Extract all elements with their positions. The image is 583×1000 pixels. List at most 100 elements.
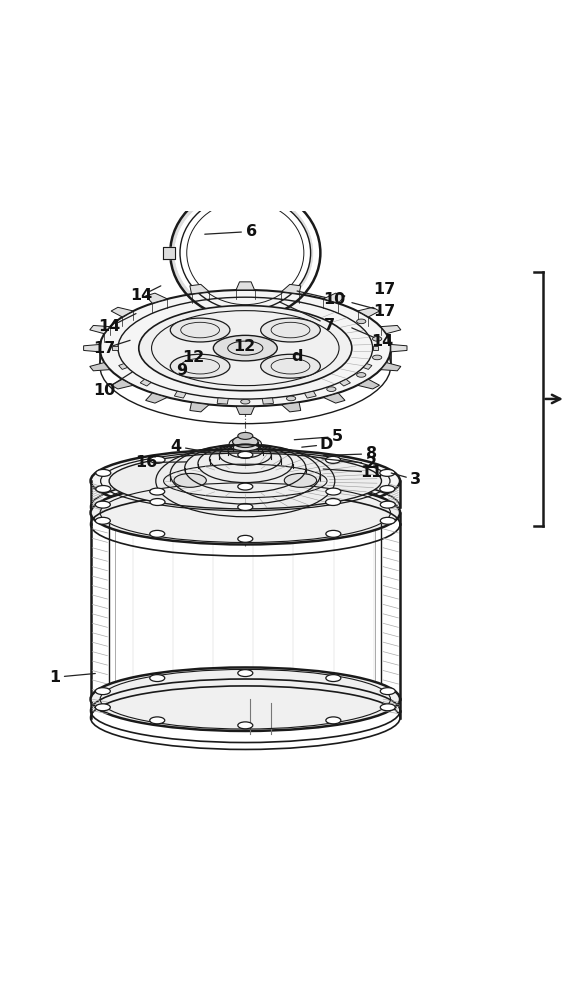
Polygon shape [217,398,229,404]
Polygon shape [90,325,110,334]
Polygon shape [282,402,301,412]
Ellipse shape [238,432,253,439]
Ellipse shape [139,306,352,391]
Polygon shape [381,363,401,371]
Polygon shape [146,293,167,303]
Ellipse shape [238,483,253,490]
Ellipse shape [229,437,261,451]
Text: 10: 10 [324,292,346,307]
Polygon shape [140,379,151,386]
Text: 9: 9 [176,363,187,378]
Text: 4: 4 [170,439,181,454]
Text: 14: 14 [130,288,153,303]
Text: 10: 10 [93,383,115,398]
Text: 17: 17 [373,304,395,319]
Text: 17: 17 [373,282,395,297]
Polygon shape [174,391,186,398]
Text: 16: 16 [135,455,157,470]
Text: 5: 5 [332,429,343,444]
Ellipse shape [380,501,395,508]
Ellipse shape [96,517,110,524]
Ellipse shape [238,722,253,729]
Ellipse shape [150,456,165,463]
Ellipse shape [96,501,110,508]
Text: 17: 17 [93,341,115,356]
Ellipse shape [150,499,165,505]
Polygon shape [163,247,175,259]
Polygon shape [90,363,110,371]
Ellipse shape [380,517,395,524]
Polygon shape [363,364,372,369]
Polygon shape [262,398,273,404]
Ellipse shape [261,354,320,378]
Ellipse shape [373,355,382,360]
Ellipse shape [90,449,400,513]
Ellipse shape [100,290,391,406]
Polygon shape [381,325,401,334]
Ellipse shape [380,704,395,711]
Polygon shape [282,284,301,294]
Ellipse shape [90,481,400,544]
Text: 12: 12 [233,339,255,354]
Ellipse shape [233,436,258,447]
Polygon shape [119,364,128,369]
Polygon shape [339,379,350,386]
Ellipse shape [357,373,366,377]
Ellipse shape [150,717,165,724]
Text: 1: 1 [49,670,60,685]
Ellipse shape [96,688,110,695]
Ellipse shape [150,530,165,537]
Polygon shape [236,406,255,414]
Text: 14: 14 [99,319,121,334]
Ellipse shape [109,453,381,509]
Ellipse shape [96,469,111,476]
Ellipse shape [285,473,317,487]
Polygon shape [324,393,345,403]
Ellipse shape [174,473,206,487]
Text: 12: 12 [182,350,205,365]
Polygon shape [190,284,209,294]
Polygon shape [83,344,100,352]
Ellipse shape [238,451,253,458]
Ellipse shape [380,469,395,476]
Ellipse shape [238,504,253,510]
Ellipse shape [380,486,395,492]
Text: 14: 14 [371,334,394,349]
Ellipse shape [176,192,314,314]
Ellipse shape [326,530,341,537]
Polygon shape [357,379,380,389]
Text: 8: 8 [366,446,377,461]
Ellipse shape [326,488,341,495]
Polygon shape [146,393,167,403]
Ellipse shape [150,488,165,495]
Text: 6: 6 [245,224,257,239]
Ellipse shape [357,319,366,324]
Polygon shape [236,282,255,290]
Ellipse shape [261,318,320,342]
Polygon shape [238,309,252,323]
Polygon shape [113,346,118,350]
Ellipse shape [238,535,253,542]
Polygon shape [111,307,133,317]
Text: 3: 3 [410,472,421,487]
Ellipse shape [96,486,111,492]
Text: d: d [292,349,303,364]
Ellipse shape [325,456,340,463]
Ellipse shape [90,667,400,731]
Ellipse shape [286,396,296,401]
Ellipse shape [326,675,341,682]
Polygon shape [373,346,378,350]
Ellipse shape [373,337,382,341]
Ellipse shape [326,387,336,391]
Ellipse shape [380,688,395,695]
Ellipse shape [100,290,391,406]
Polygon shape [111,379,133,389]
Ellipse shape [325,499,340,505]
Ellipse shape [238,670,253,677]
Ellipse shape [326,717,341,724]
Ellipse shape [241,399,250,404]
Text: 2: 2 [366,456,377,471]
Polygon shape [304,391,316,398]
Ellipse shape [170,354,230,378]
Text: 7: 7 [324,318,335,333]
